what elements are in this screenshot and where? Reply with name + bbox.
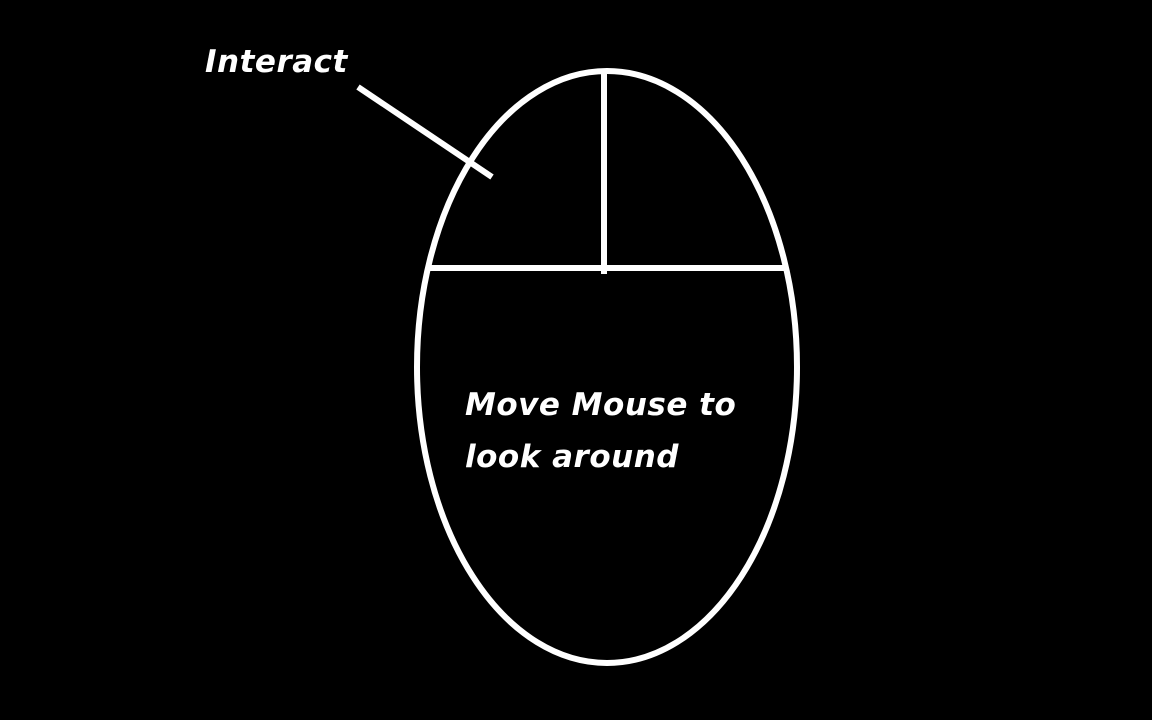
mouse-body bbox=[414, 68, 800, 666]
interact-label: Interact bbox=[205, 44, 348, 80]
move-mouse-label-line2: look around bbox=[465, 439, 679, 475]
move-mouse-label: Move Mouse to look around bbox=[465, 379, 736, 483]
interact-pointer-line bbox=[356, 84, 494, 180]
move-mouse-label-line1: Move Mouse to bbox=[465, 387, 737, 423]
